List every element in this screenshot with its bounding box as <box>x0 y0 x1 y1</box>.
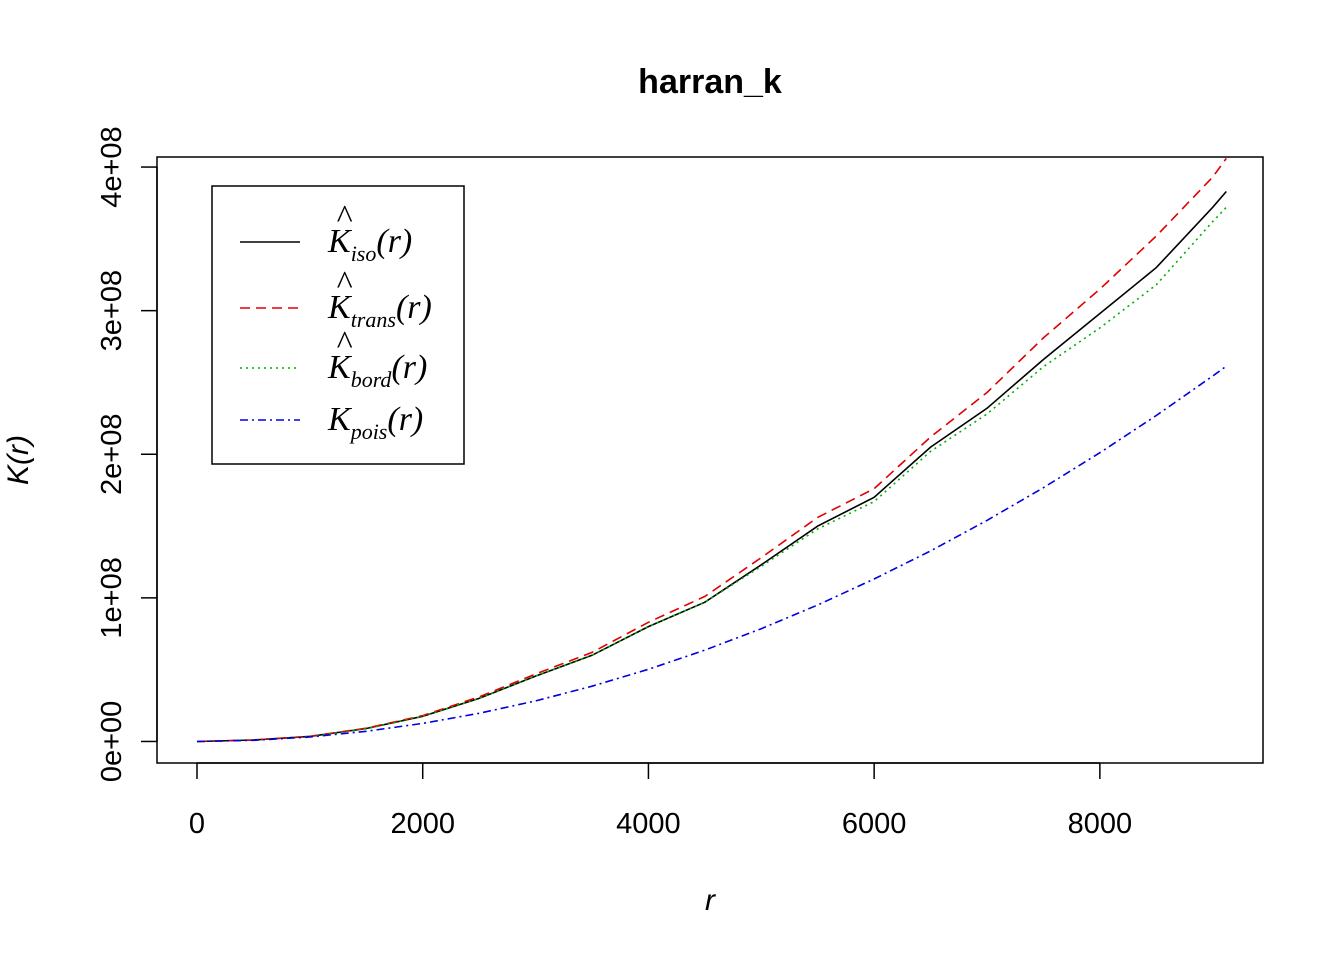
legend-box <box>211 185 465 465</box>
y-tick-label: 0e+00 <box>96 701 128 782</box>
x-tick-label: 4000 <box>616 808 681 840</box>
legend-hat-bord: ^ <box>336 325 353 362</box>
y-tick-label: 2e+08 <box>96 414 128 495</box>
x-tick-label: 8000 <box>1068 808 1133 840</box>
legend-hat-iso: ^ <box>336 199 353 236</box>
legend-label-pois: Kpois(r) <box>327 401 423 444</box>
legend-label-iso: Kiso(r) <box>327 223 412 266</box>
x-tick-label: 6000 <box>842 808 907 840</box>
x-axis: 0 2000 4000 6000 8000 <box>189 762 1133 840</box>
legend: Kiso(r)^Ktrans(r)^Kbord(r)^Kpois(r) <box>211 185 465 465</box>
legend-label-bord: Kbord(r) <box>327 349 427 392</box>
y-tick-label: 1e+08 <box>96 557 128 638</box>
series-line-bord <box>196 206 1227 743</box>
y-tick-label: 4e+08 <box>96 126 128 207</box>
series-line-trans <box>196 157 1227 743</box>
legend-hat-trans: ^ <box>336 265 353 302</box>
x-tick-label: 0 <box>189 808 205 840</box>
x-axis-label: r <box>705 884 716 917</box>
y-axis: 0e+00 1e+08 2e+08 3e+08 4e+08 <box>96 126 158 782</box>
legend-label-trans: Ktrans(r) <box>327 289 432 332</box>
series-group <box>196 157 1227 743</box>
y-axis-label: K(r) <box>2 435 35 485</box>
y-tick-label: 3e+08 <box>96 270 128 351</box>
x-tick-label: 2000 <box>390 808 455 840</box>
chart-title: harran_k <box>638 63 782 101</box>
